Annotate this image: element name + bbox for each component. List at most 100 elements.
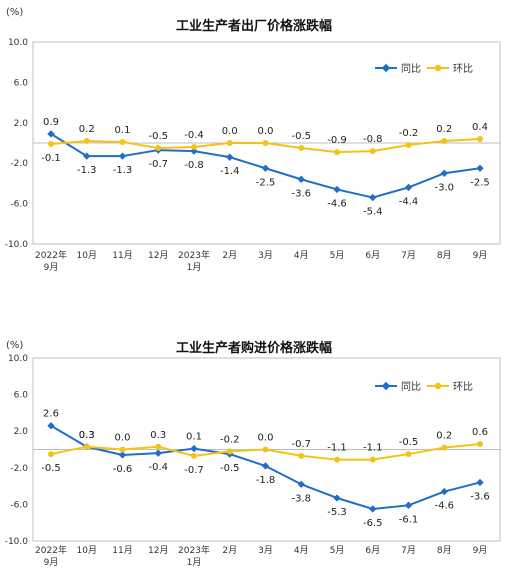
x-tick-label: 2022年 9月 — [35, 249, 67, 273]
data-point-yoy — [404, 501, 413, 509]
data-point-mom — [48, 451, 54, 458]
x-tick-label: 10月 — [77, 545, 97, 556]
y-tick-label: -2.0 — [10, 464, 28, 474]
y-unit-label: (%) — [6, 340, 23, 351]
data-label: -0.7 — [184, 465, 204, 476]
data-point-mom — [226, 448, 233, 455]
data-label: -4.6 — [327, 198, 347, 209]
data-label: 2.6 — [43, 409, 59, 420]
data-label: -3.0 — [434, 182, 454, 193]
data-point-yoy — [404, 183, 413, 192]
x-tick-label: 4月 — [294, 250, 309, 261]
data-point-yoy — [333, 494, 341, 502]
data-label: -0.1 — [41, 153, 61, 164]
y-tick-label: -2.0 — [10, 159, 28, 169]
data-point-yoy — [476, 164, 484, 172]
data-point-yoy — [154, 449, 162, 457]
x-tick-label: 4月 — [294, 545, 309, 556]
data-point-mom — [334, 149, 340, 156]
data-label: -1.4 — [220, 166, 240, 177]
data-label: 0.1 — [186, 432, 202, 443]
data-label: -4.6 — [434, 501, 454, 512]
data-point-yoy — [83, 152, 91, 160]
data-label: -0.7 — [291, 439, 311, 450]
data-point-mom — [334, 456, 340, 463]
data-label: -0.5 — [41, 463, 61, 474]
legend-marker — [434, 64, 442, 72]
data-point-yoy — [261, 164, 270, 172]
x-tick-label: 8月 — [437, 250, 452, 261]
y-tick-label: 10.0 — [8, 354, 28, 364]
x-tick-label: 11月 — [112, 250, 132, 261]
data-label: -2.5 — [470, 177, 490, 188]
x-tick-label: 10月 — [77, 250, 97, 261]
data-label: -0.4 — [148, 462, 168, 473]
data-point-yoy — [261, 462, 270, 470]
data-point-yoy — [333, 185, 341, 194]
data-label: 0.0 — [115, 433, 131, 444]
chart-output-price: (%) 工业生产者出厂价格涨跌幅 10.0 6.0 2.0 -2.0 -6.0 -10.0 20… — [5, 7, 501, 273]
data-label: -0.4 — [184, 130, 204, 141]
data-label: -3.6 — [470, 491, 490, 502]
legend-marker — [434, 382, 442, 390]
data-point-mom — [155, 145, 162, 152]
data-label: -1.3 — [113, 165, 133, 176]
data-label: -0.5 — [148, 131, 168, 142]
data-label: 0.0 — [258, 126, 274, 137]
x-tick-label: 7月 — [401, 545, 416, 556]
data-point-mom — [441, 444, 448, 451]
x-tick-label: 12月 — [148, 250, 168, 261]
data-label: 0.4 — [472, 122, 488, 133]
x-tick-label: 3月 — [258, 250, 273, 261]
data-label: -1.1 — [363, 443, 383, 454]
data-point-mom — [48, 141, 54, 148]
data-point-mom — [262, 446, 269, 453]
data-label: -0.5 — [399, 437, 419, 448]
data-point-yoy — [440, 169, 448, 177]
x-tick-label: 6月 — [365, 250, 380, 261]
data-point-mom — [477, 441, 483, 448]
data-label: -0.8 — [184, 160, 204, 171]
data-point-mom — [441, 137, 448, 144]
data-label: -5.3 — [327, 507, 347, 518]
y-tick-label: 10.0 — [8, 38, 28, 48]
data-label: 0.2 — [436, 124, 452, 135]
data-point-yoy — [476, 478, 484, 487]
x-tick-label: 11月 — [112, 545, 132, 556]
data-point-mom — [83, 137, 90, 144]
data-point-mom — [83, 443, 90, 450]
data-label: 0.2 — [79, 124, 95, 135]
chart-title: 工业生产者出厂价格涨跌幅 — [176, 18, 332, 34]
x-tick-label: 2023年 1月 — [178, 249, 210, 273]
data-label: -3.8 — [291, 493, 311, 504]
x-tick-label: 2月 — [222, 250, 237, 261]
chart-purchase-price: (%) 工业生产者购进价格涨跌幅 10.0 6.0 2.0 -2.0 -6.0 -10.0 20… — [5, 340, 501, 568]
legend-label: 环比 — [453, 381, 473, 393]
data-label: -1.1 — [327, 443, 347, 454]
data-label: -5.4 — [363, 207, 383, 218]
data-label: -2.5 — [256, 177, 276, 188]
data-point-yoy — [118, 152, 127, 160]
data-point-mom — [477, 135, 483, 142]
data-point-yoy — [190, 444, 198, 453]
data-label: -0.6 — [113, 464, 133, 475]
data-point-yoy — [369, 505, 377, 513]
x-tick-label: 5月 — [330, 545, 345, 556]
x-tick-label: 5月 — [330, 250, 345, 261]
y-tick-label: -6.0 — [10, 500, 28, 510]
data-point-yoy — [297, 175, 305, 184]
data-point-yoy — [440, 487, 448, 496]
data-label: 0.3 — [79, 430, 95, 441]
legend-marker — [381, 63, 391, 73]
x-tick-label: 2月 — [222, 545, 237, 556]
data-label: -0.2 — [220, 434, 240, 445]
x-tick-label: 12月 — [148, 545, 168, 556]
y-tick-label: -10.0 — [5, 240, 29, 250]
data-point-yoy — [369, 193, 377, 202]
data-point-mom — [191, 452, 197, 459]
y-tick-label: 2.0 — [14, 119, 29, 129]
legend-label: 环比 — [453, 63, 473, 75]
y-tick-label: 6.0 — [14, 391, 29, 401]
data-point-yoy — [226, 153, 234, 161]
